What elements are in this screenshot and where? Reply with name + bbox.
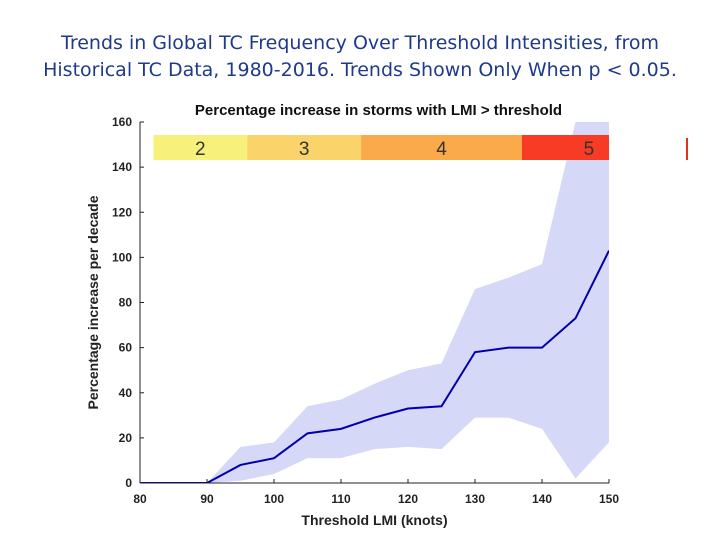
y-tick-label-0: 0: [125, 476, 132, 490]
x-tick-label-110: 110: [331, 492, 351, 506]
category-label-5: 5: [584, 139, 595, 160]
y-axis-label: Percentage increase per decade: [85, 195, 101, 409]
x-axis-label: Threshold LMI (knots): [301, 512, 447, 528]
slide-title: Trends in Global TC Frequency Over Thres…: [0, 30, 720, 84]
y-tick-label-120: 120: [112, 205, 132, 219]
x-tick-label-120: 120: [398, 492, 418, 506]
category-label-3: 3: [299, 139, 310, 160]
series-line: [140, 250, 609, 483]
slide-title-line-1: Trends in Global TC Frequency Over Thres…: [61, 32, 659, 54]
category-label-2: 2: [195, 139, 206, 160]
x-tick-label-90: 90: [200, 492, 214, 506]
category-label-4: 4: [436, 139, 447, 160]
category-block-3: [247, 135, 362, 160]
confidence-band: [140, 122, 609, 483]
y-tick-label-60: 60: [119, 341, 133, 355]
category-block-4: [361, 135, 522, 160]
y-tick-label-100: 100: [112, 250, 132, 264]
y-tick-label-160: 160: [112, 115, 132, 129]
x-tick-label-80: 80: [133, 492, 147, 506]
x-tick-label-130: 130: [465, 492, 485, 506]
category-block-2: [153, 135, 248, 160]
x-tick-label-140: 140: [532, 492, 552, 506]
y-tick-label-140: 140: [112, 160, 132, 174]
y-tick-label-20: 20: [119, 431, 133, 445]
category-block-5: [521, 135, 609, 160]
x-tick-label-100: 100: [264, 492, 284, 506]
slide-title-line-2: Historical TC Data, 1980-2016. Trends Sh…: [43, 59, 677, 81]
y-tick-label-80: 80: [119, 296, 133, 310]
y-tick-label-40: 40: [119, 386, 133, 400]
chart-title: Percentage increase in storms with LMI >…: [195, 102, 562, 119]
x-tick-label-150: 150: [599, 492, 619, 506]
